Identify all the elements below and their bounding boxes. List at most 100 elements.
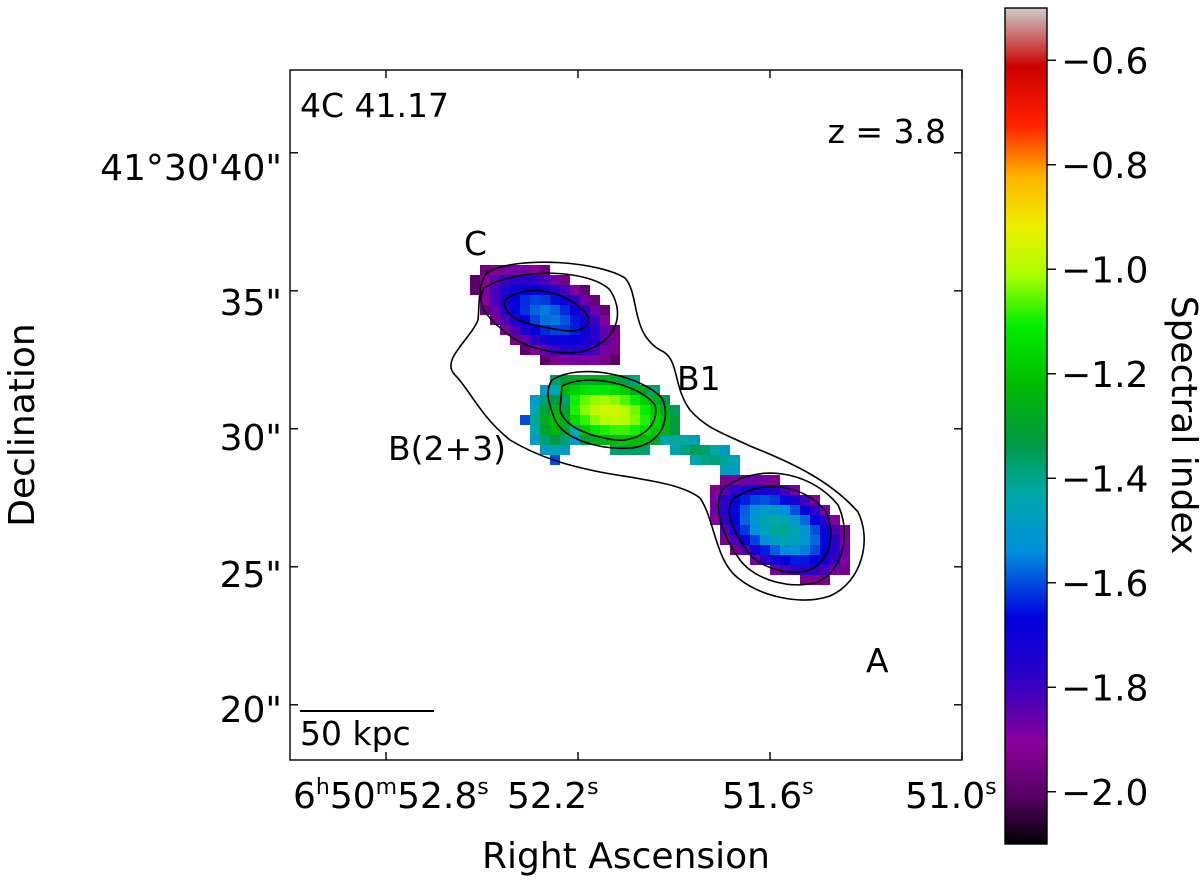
heatmap-pixel: [530, 395, 540, 405]
heatmap-pixel: [590, 345, 600, 355]
heatmap-pixel: [560, 385, 570, 395]
heatmap-pixel: [730, 545, 740, 555]
heatmap-pixel: [520, 265, 530, 275]
y-tick-label: 30": [220, 418, 282, 459]
heatmap-pixel: [590, 405, 600, 415]
heatmap-pixel: [710, 445, 720, 455]
spectral-index-heatmap: [470, 265, 850, 585]
heatmap-pixel: [580, 415, 590, 425]
heatmap-pixel: [540, 305, 550, 315]
heatmap-pixel: [770, 535, 780, 545]
heatmap-pixel: [580, 425, 590, 435]
heatmap-pixel: [730, 455, 740, 465]
heatmap-pixel: [620, 385, 630, 395]
heatmap-pixel: [620, 425, 630, 435]
x-tick-label: 51.0s: [905, 775, 997, 817]
heatmap-pixel: [770, 525, 780, 535]
heatmap-pixel: [620, 415, 630, 425]
heatmap-pixel: [750, 475, 760, 485]
heatmap-pixel: [830, 515, 840, 525]
heatmap-pixel: [750, 495, 760, 505]
heatmap-pixel: [710, 485, 720, 495]
colorbar-tick-label: −1.0: [1061, 250, 1148, 291]
heatmap-pixel: [740, 525, 750, 535]
scale-bar-label: 50 kpc: [300, 714, 411, 753]
heatmap-pixel: [480, 265, 490, 275]
heatmap-pixel: [640, 405, 650, 415]
heatmap-pixel: [580, 395, 590, 405]
heatmap-pixel: [710, 495, 720, 505]
heatmap-pixel: [800, 515, 810, 525]
heatmap-pixel: [720, 485, 730, 495]
heatmap-pixel: [770, 515, 780, 525]
heatmap-pixel: [800, 575, 810, 585]
heatmap-pixel: [810, 525, 820, 535]
heatmap-pixel: [780, 485, 790, 495]
heatmap-pixel: [530, 425, 540, 435]
heatmap-pixel: [780, 535, 790, 545]
heatmap-pixel: [760, 475, 770, 485]
heatmap-pixel: [810, 505, 820, 515]
heatmap-pixel: [610, 345, 620, 355]
contour-mid-ne: [480, 272, 619, 354]
heatmap-pixel: [610, 325, 620, 335]
heatmap-pixel: [800, 545, 810, 555]
heatmap-pixel: [610, 375, 620, 385]
heatmap-pixel: [630, 395, 640, 405]
heatmap-pixel: [560, 435, 570, 445]
heatmap-pixel: [820, 565, 830, 575]
heatmap-pixel: [690, 445, 700, 455]
heatmap-pixel: [540, 445, 550, 455]
heatmap-pixel: [820, 535, 830, 545]
heatmap-pixel: [780, 505, 790, 515]
heatmap-pixel: [750, 515, 760, 525]
heatmap-pixel: [520, 325, 530, 335]
heatmap-pixel: [590, 325, 600, 335]
plot-frame: [289, 69, 963, 761]
x-axis-label: Right Ascension: [482, 836, 770, 877]
heatmap-pixel: [520, 275, 530, 285]
heatmap-pixel: [730, 535, 740, 545]
heatmap-pixel: [570, 385, 580, 395]
x-tick-label-first: 6h50m52.8s: [293, 775, 489, 817]
heatmap-pixel: [610, 425, 620, 435]
heatmap-pixel: [510, 285, 520, 295]
heatmap-pixel: [560, 405, 570, 415]
heatmap-pixel: [660, 425, 670, 435]
heatmap-pixel: [540, 425, 550, 435]
heatmap-pixel: [740, 505, 750, 515]
heatmap-pixel: [810, 555, 820, 565]
component-label-b1: B1: [677, 359, 721, 398]
heatmap-pixel: [550, 335, 560, 345]
heatmap-pixel: [600, 435, 610, 445]
heatmap-pixel: [770, 495, 780, 505]
y-tick-labels: 41°30'40" 35" 30" 25" 20": [100, 148, 282, 731]
heatmap-pixel: [520, 335, 530, 345]
x-tick-labels: 6h50m52.8s 52.2s 51.6s 51.0s: [293, 775, 997, 817]
heatmap-pixel: [490, 315, 500, 325]
heatmap-pixel: [630, 415, 640, 425]
heatmap-pixel: [500, 275, 510, 285]
heatmap-pixel: [540, 335, 550, 345]
heatmap-pixel: [570, 425, 580, 435]
heatmap-pixel: [510, 315, 520, 325]
heatmap-pixel: [530, 345, 540, 355]
heatmap-pixel: [540, 325, 550, 335]
heatmap-pixel: [500, 325, 510, 335]
heatmap-pixel: [570, 375, 580, 385]
colorbar-tick-label: −1.8: [1061, 668, 1148, 709]
heatmap-pixel: [790, 525, 800, 535]
heatmap-pixel: [570, 405, 580, 415]
heatmap-pixel: [550, 355, 560, 365]
heatmap-pixel: [530, 405, 540, 415]
heatmap-pixel: [540, 395, 550, 405]
heatmap-pixel: [520, 415, 530, 425]
heatmap-pixel: [580, 335, 590, 345]
heatmap-pixel: [690, 455, 700, 465]
heatmap-pixel: [590, 435, 600, 445]
heatmap-pixel: [510, 305, 520, 315]
heatmap-pixel: [750, 525, 760, 535]
heatmap-pixel: [720, 525, 730, 535]
heatmap-pixel: [640, 415, 650, 425]
heatmap-pixel: [550, 405, 560, 415]
